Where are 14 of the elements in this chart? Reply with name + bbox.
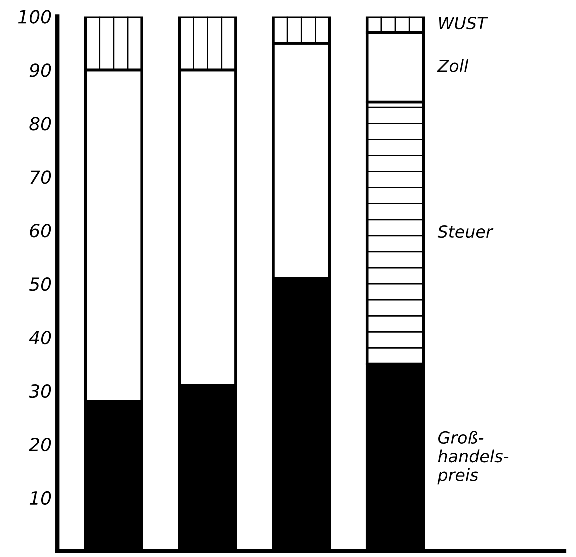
y-tick-label: 90 bbox=[30, 64, 52, 78]
series-label: Groß- handels- preis bbox=[438, 431, 509, 485]
y-tick-label: 60 bbox=[30, 224, 52, 238]
y-tick-label: 50 bbox=[29, 278, 52, 292]
legend-label: Steuer bbox=[438, 226, 494, 238]
y-tick-label: 20 bbox=[29, 438, 52, 452]
y-tick-label: 40 bbox=[29, 331, 52, 345]
legend-label: WUST bbox=[439, 16, 488, 30]
y-tick-label: 70 bbox=[30, 170, 52, 184]
y-tick-label: 30 bbox=[29, 384, 52, 398]
y-tick-label: 100 bbox=[18, 10, 52, 24]
y-tick-label: 80 bbox=[30, 117, 52, 131]
y-tick-label: 10 bbox=[30, 491, 52, 506]
series-label: Zoll bbox=[437, 59, 469, 72]
